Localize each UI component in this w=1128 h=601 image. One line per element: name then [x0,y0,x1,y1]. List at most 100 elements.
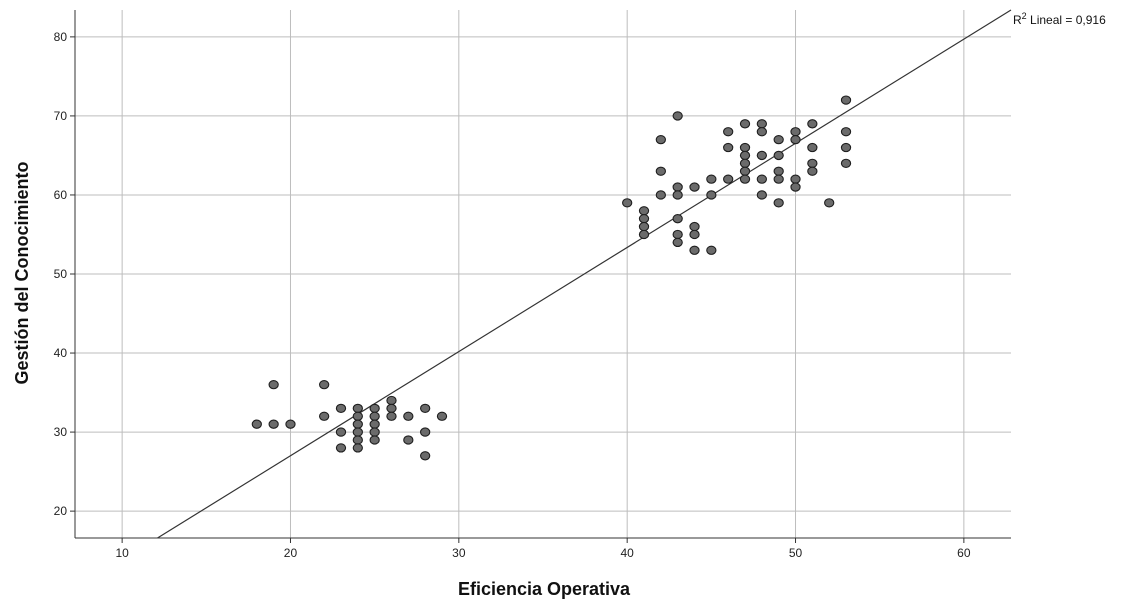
data-point [420,451,431,461]
data-point [840,95,852,105]
data-point [824,198,835,208]
data-point [739,174,751,184]
y-tick-label: 30 [54,425,68,439]
data-point [723,127,734,137]
data-point [672,182,683,192]
data-point [268,419,279,429]
data-point [420,427,431,437]
data-point [622,198,633,208]
data-point [655,166,666,176]
data-point [840,127,852,137]
r2-label: R2 Lineal = 0,916 [1013,11,1106,27]
data-points [251,95,852,461]
data-point [352,435,363,445]
data-point [756,119,767,129]
axes [70,10,1011,543]
data-point [403,435,414,445]
data-point [335,443,347,453]
data-point [756,127,767,137]
data-point [251,419,262,429]
data-point [352,403,363,414]
data-point [723,142,734,153]
data-point [436,411,448,421]
data-point [739,142,751,153]
data-point [672,229,683,240]
data-point [773,198,784,208]
r2-text: Lineal = 0,916 [1027,13,1106,27]
data-point [386,395,397,406]
data-point [403,411,414,421]
data-point [268,380,279,390]
data-point [756,190,767,200]
data-point [706,174,717,184]
data-point [655,190,666,200]
regression-line [157,9,1012,539]
data-point [790,174,801,184]
x-axis-title: Eficiencia Operativa [458,579,631,599]
x-tick-label: 10 [115,546,129,560]
data-point [773,166,784,176]
y-tick-label: 20 [54,504,68,518]
data-point [689,182,700,192]
data-point [739,166,751,176]
data-point [706,245,717,255]
y-tick-label: 60 [54,188,68,202]
data-point [352,443,363,453]
data-point [807,158,818,168]
data-point [369,403,380,414]
data-point [335,427,347,437]
data-point [807,142,818,153]
x-tick-label: 30 [452,546,466,560]
data-point [689,221,700,232]
data-point [285,419,296,429]
r2-prefix: R [1013,13,1022,27]
y-tick-label: 40 [54,346,68,360]
data-point [807,119,818,129]
data-point [773,134,784,145]
data-point [386,411,397,421]
data-point [672,190,683,200]
data-point [638,214,650,224]
data-point [773,174,784,184]
data-point [352,411,363,421]
data-point [840,142,852,153]
data-point [369,435,380,445]
data-point [790,127,801,137]
r2-superscript: 2 [1022,11,1027,21]
y-tick-label: 50 [54,267,68,281]
x-tick-label: 60 [957,546,971,560]
data-point [655,134,666,145]
data-point [386,403,397,414]
data-point [352,427,363,437]
data-point [790,182,801,192]
data-point [672,214,683,224]
data-point [638,229,650,240]
data-point [369,419,380,429]
data-point [319,380,330,390]
x-tick-label: 20 [284,546,298,560]
data-point [672,237,683,248]
x-tick-label: 50 [789,546,803,560]
tick-labels: 10 20 30 40 50 60 20 30 40 50 60 70 80 [54,30,971,560]
y-axis-title: Gestión del Conocimiento [12,161,32,384]
data-point [319,411,330,421]
data-point [420,403,431,414]
data-point [689,245,700,255]
data-point [723,174,734,184]
data-point [840,158,852,168]
data-point [739,119,751,129]
data-point [638,221,650,232]
data-point [807,166,818,176]
data-point [739,150,751,161]
data-point [773,150,784,161]
y-tick-label: 80 [54,30,68,44]
data-point [706,190,717,200]
data-point [352,419,363,429]
data-point [672,111,683,121]
data-point [369,411,380,421]
data-point [369,427,380,437]
y-tick-label: 70 [54,109,68,123]
data-point [638,206,650,216]
x-tick-label: 40 [620,546,634,560]
